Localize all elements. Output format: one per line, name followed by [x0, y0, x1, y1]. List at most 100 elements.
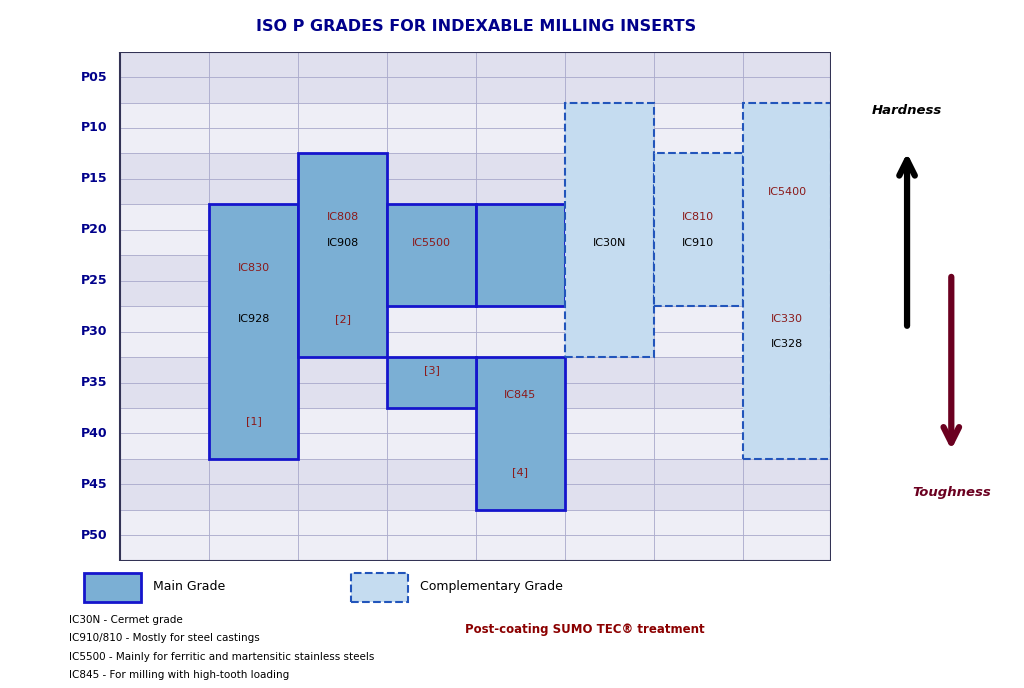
Bar: [209, 179, 298, 204]
Bar: [209, 484, 298, 510]
Text: P40: P40: [81, 427, 108, 440]
Bar: [742, 230, 831, 255]
Bar: [742, 535, 831, 561]
Bar: [387, 459, 476, 484]
Bar: [653, 281, 742, 306]
Bar: [565, 459, 653, 484]
Bar: [84, 573, 141, 602]
Bar: [653, 204, 742, 230]
Text: P45: P45: [81, 478, 108, 491]
Text: IC5500 - Mainly for ferritic and martensitic stainless steels: IC5500 - Mainly for ferritic and martens…: [69, 652, 374, 662]
Bar: [742, 459, 831, 484]
Bar: [565, 357, 653, 383]
Bar: [565, 52, 653, 77]
Bar: [565, 153, 653, 179]
Bar: [121, 230, 209, 255]
Bar: [742, 128, 831, 153]
Bar: [387, 52, 476, 77]
Bar: [298, 153, 387, 179]
Bar: [387, 510, 476, 535]
Bar: [209, 535, 298, 561]
Bar: [476, 535, 565, 561]
Bar: [476, 357, 565, 383]
Text: ISO P GRADES FOR INDEXABLE MILLING INSERTS: ISO P GRADES FOR INDEXABLE MILLING INSER…: [256, 19, 696, 34]
Bar: [121, 459, 209, 484]
Text: [1]: [1]: [246, 416, 262, 426]
Text: IC808: IC808: [327, 212, 358, 222]
Text: P30: P30: [81, 325, 108, 338]
Bar: [565, 281, 653, 306]
Bar: [653, 255, 742, 281]
Bar: [476, 459, 565, 484]
Bar: [565, 255, 653, 281]
Text: IC5400: IC5400: [767, 186, 807, 197]
Bar: [653, 408, 742, 433]
Bar: [653, 153, 742, 306]
Bar: [298, 332, 387, 357]
Bar: [298, 153, 387, 357]
Text: Complementary Grade: Complementary Grade: [420, 580, 562, 593]
Text: IC830: IC830: [238, 263, 270, 273]
Bar: [742, 255, 831, 281]
Bar: [653, 433, 742, 459]
Bar: [121, 306, 209, 332]
Bar: [476, 383, 565, 408]
Bar: [121, 433, 209, 459]
Bar: [209, 510, 298, 535]
Text: IC928: IC928: [238, 314, 270, 324]
Bar: [121, 484, 209, 510]
Bar: [742, 408, 831, 433]
Text: Main Grade: Main Grade: [153, 580, 225, 593]
Text: IC5500: IC5500: [412, 237, 451, 248]
Bar: [653, 332, 742, 357]
Bar: [476, 52, 565, 77]
Bar: [298, 128, 387, 153]
Bar: [209, 408, 298, 433]
Bar: [121, 408, 209, 433]
Bar: [121, 255, 209, 281]
Bar: [121, 52, 209, 77]
Bar: [476, 255, 565, 281]
Bar: [565, 484, 653, 510]
Bar: [387, 433, 476, 459]
Text: IC845: IC845: [504, 390, 537, 400]
Bar: [742, 306, 831, 332]
Bar: [209, 77, 298, 103]
Text: IC330: IC330: [771, 314, 803, 324]
Bar: [476, 357, 565, 510]
Bar: [121, 535, 209, 561]
Bar: [742, 103, 831, 459]
Bar: [653, 153, 742, 179]
Bar: [476, 433, 565, 459]
Text: IC30N - Cermet grade: IC30N - Cermet grade: [69, 615, 182, 625]
Text: P35: P35: [81, 376, 108, 389]
Bar: [387, 204, 476, 306]
Text: Toughness: Toughness: [912, 486, 990, 499]
Text: [2]: [2]: [335, 314, 350, 324]
Bar: [476, 103, 565, 128]
Bar: [653, 179, 742, 204]
Text: P25: P25: [81, 275, 108, 287]
Bar: [742, 179, 831, 204]
Bar: [121, 204, 209, 230]
Bar: [209, 255, 298, 281]
Bar: [298, 255, 387, 281]
Bar: [298, 281, 387, 306]
Bar: [209, 332, 298, 357]
Bar: [387, 484, 476, 510]
Bar: [476, 179, 565, 204]
Bar: [209, 433, 298, 459]
Bar: [121, 153, 209, 179]
Bar: [298, 510, 387, 535]
Bar: [387, 408, 476, 433]
Bar: [298, 535, 387, 561]
Bar: [121, 281, 209, 306]
Bar: [121, 357, 209, 383]
Bar: [298, 433, 387, 459]
Text: IC910/810 - Mostly for steel castings: IC910/810 - Mostly for steel castings: [69, 634, 259, 643]
Bar: [298, 383, 387, 408]
Bar: [742, 204, 831, 230]
Bar: [476, 281, 565, 306]
Bar: [565, 433, 653, 459]
Bar: [653, 103, 742, 128]
